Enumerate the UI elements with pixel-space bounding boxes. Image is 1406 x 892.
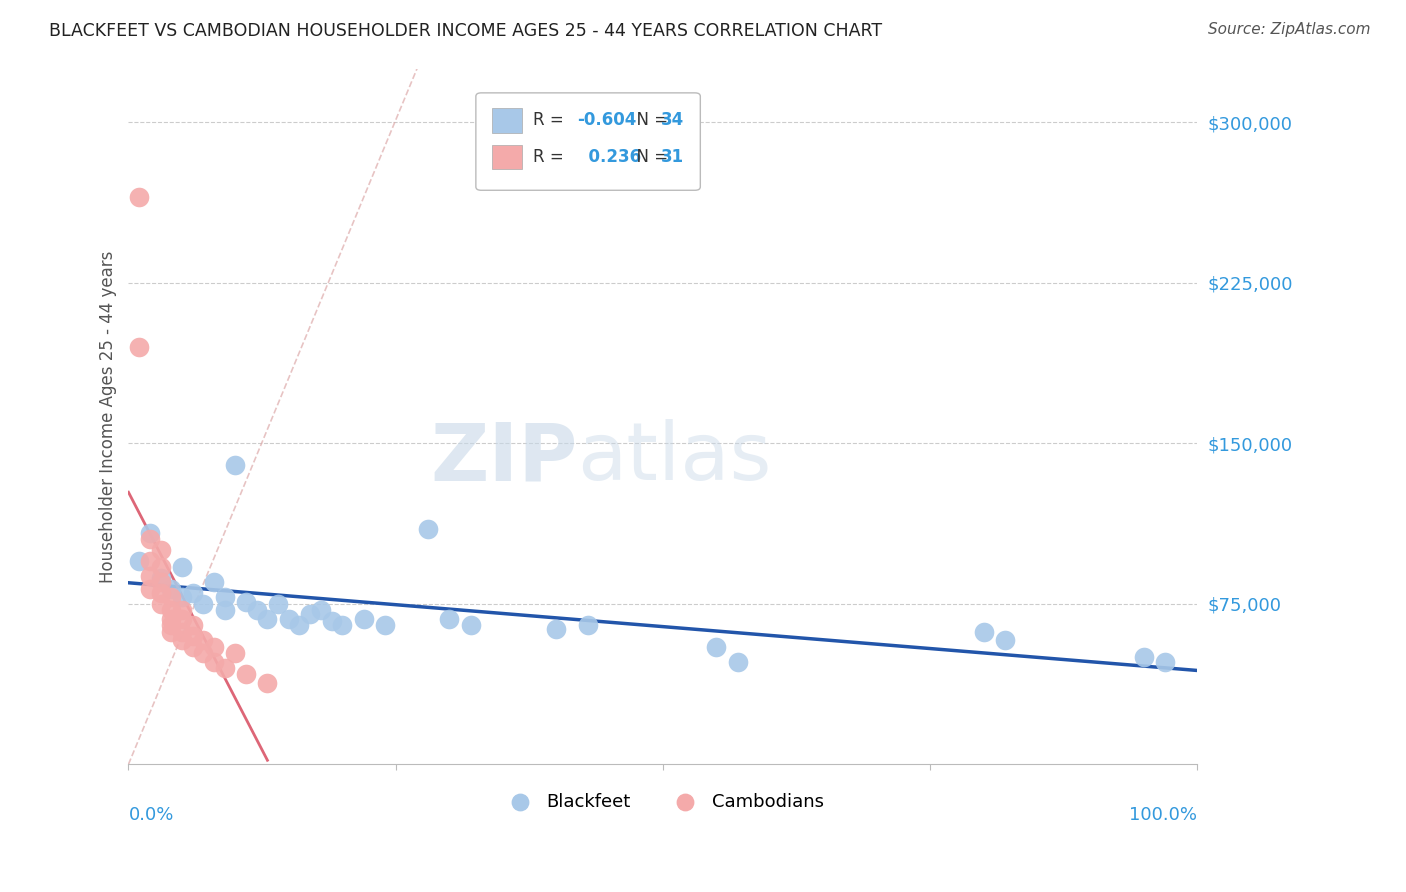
Point xyxy=(128,190,150,204)
Point xyxy=(149,575,172,590)
Point xyxy=(170,612,193,626)
Text: 0.0%: 0.0% xyxy=(128,806,174,824)
Point xyxy=(246,603,269,617)
Point xyxy=(193,633,215,648)
Point xyxy=(214,661,236,675)
Text: R =: R = xyxy=(533,148,568,166)
Point xyxy=(267,597,290,611)
Text: 100.0%: 100.0% xyxy=(1129,806,1198,824)
Text: 31: 31 xyxy=(661,148,683,166)
Text: atlas: atlas xyxy=(578,419,772,497)
Text: -0.604: -0.604 xyxy=(578,111,637,129)
Point xyxy=(160,624,183,639)
Text: N =: N = xyxy=(626,111,673,129)
Point xyxy=(181,618,204,632)
Point xyxy=(1133,650,1156,665)
Point xyxy=(160,618,183,632)
Point xyxy=(181,640,204,654)
Point xyxy=(139,569,162,583)
Point xyxy=(181,629,204,643)
Text: Source: ZipAtlas.com: Source: ZipAtlas.com xyxy=(1208,22,1371,37)
Point xyxy=(193,646,215,660)
Point xyxy=(214,591,236,605)
Text: BLACKFEET VS CAMBODIAN HOUSEHOLDER INCOME AGES 25 - 44 YEARS CORRELATION CHART: BLACKFEET VS CAMBODIAN HOUSEHOLDER INCOM… xyxy=(49,22,883,40)
Legend: Blackfeet, Cambodians: Blackfeet, Cambodians xyxy=(495,786,831,818)
Point xyxy=(309,603,332,617)
Text: N =: N = xyxy=(626,148,673,166)
Point xyxy=(128,554,150,568)
Point xyxy=(544,623,567,637)
Point xyxy=(149,597,172,611)
FancyBboxPatch shape xyxy=(492,145,522,169)
Text: 34: 34 xyxy=(661,111,685,129)
Y-axis label: Householder Income Ages 25 - 44 years: Householder Income Ages 25 - 44 years xyxy=(100,251,117,582)
Point xyxy=(139,526,162,541)
Point xyxy=(727,655,749,669)
Point xyxy=(288,618,311,632)
Point xyxy=(214,603,236,617)
Point xyxy=(706,640,728,654)
Point xyxy=(353,612,375,626)
Point xyxy=(277,612,299,626)
Point xyxy=(170,560,193,574)
Point xyxy=(170,591,193,605)
Point xyxy=(460,618,482,632)
Point xyxy=(202,640,225,654)
Point xyxy=(160,591,183,605)
FancyBboxPatch shape xyxy=(492,108,522,133)
FancyBboxPatch shape xyxy=(475,93,700,190)
Point xyxy=(437,612,460,626)
Text: 0.236: 0.236 xyxy=(578,148,641,166)
Point xyxy=(235,667,257,681)
Point xyxy=(321,614,343,628)
Point xyxy=(202,575,225,590)
Point xyxy=(576,618,599,632)
Point xyxy=(149,543,172,558)
Point xyxy=(224,458,246,472)
Point xyxy=(416,522,439,536)
Point xyxy=(170,624,193,639)
Point xyxy=(160,582,183,596)
Point xyxy=(193,597,215,611)
Point xyxy=(256,612,278,626)
Point xyxy=(139,582,162,596)
Point xyxy=(160,612,183,626)
Point xyxy=(128,340,150,354)
Point xyxy=(235,594,257,608)
Point xyxy=(139,554,162,568)
Point xyxy=(149,560,172,574)
Point xyxy=(299,607,322,622)
Point xyxy=(256,676,278,690)
Point xyxy=(202,655,225,669)
Point xyxy=(149,586,172,600)
Point xyxy=(170,633,193,648)
Text: R =: R = xyxy=(533,111,568,129)
Point xyxy=(1154,655,1177,669)
Point xyxy=(224,646,246,660)
Point xyxy=(181,586,204,600)
Point xyxy=(139,533,162,547)
Point xyxy=(160,603,183,617)
Point xyxy=(973,624,995,639)
Point xyxy=(994,633,1017,648)
Point xyxy=(149,571,172,585)
Point xyxy=(374,618,396,632)
Point xyxy=(330,618,353,632)
Text: ZIP: ZIP xyxy=(430,419,578,497)
Point xyxy=(170,603,193,617)
